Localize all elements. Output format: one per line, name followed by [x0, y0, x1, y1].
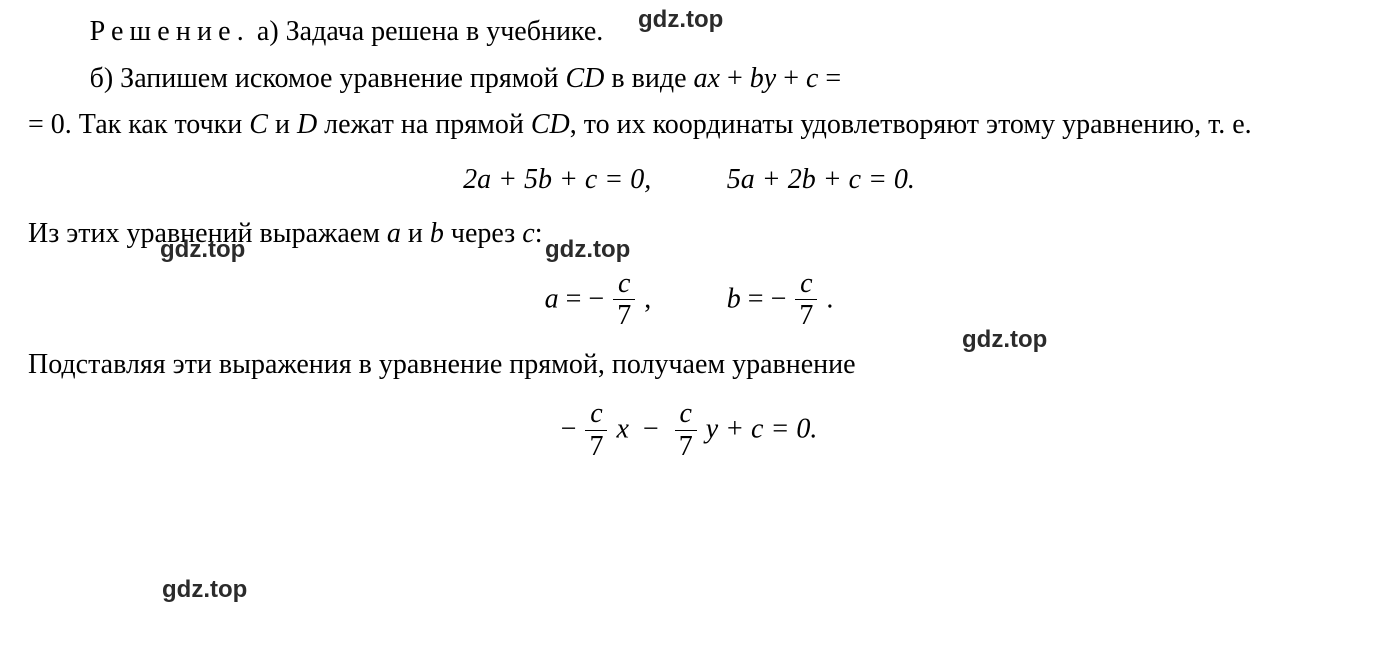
eq2-b-lhs: b	[727, 284, 741, 315]
fraction-denominator: 7	[613, 300, 635, 330]
text: = 0. Так как точки	[28, 109, 249, 140]
text: +	[720, 63, 750, 94]
minus-sign: −	[771, 284, 787, 315]
fraction-denominator: 7	[585, 431, 607, 461]
var-C: C	[249, 109, 268, 140]
page: Решение. а) Задача решена в учебнике. б)…	[0, 0, 1378, 487]
text: :	[535, 218, 543, 249]
text: Подставляя эти выражения в уравнение пря…	[28, 349, 856, 380]
paragraph-solution: Решение. а) Задача решена в учебнике.	[28, 12, 1350, 53]
paragraph-b: б) Запишем искомое уравнение прямой CD в…	[28, 59, 1350, 100]
text: и	[401, 218, 430, 249]
text: через	[444, 218, 522, 249]
fraction-c-over-7: c 7	[585, 399, 607, 461]
watermark: gdz.top	[162, 576, 247, 604]
text: в виде	[604, 63, 693, 94]
text: Из этих уравнений выражаем	[28, 218, 387, 249]
eq-equals: =	[566, 284, 589, 315]
eq2-a-lhs: a	[545, 284, 559, 315]
var-D: D	[297, 109, 317, 140]
minus-sign: −	[636, 414, 666, 445]
comma: ,	[644, 284, 651, 315]
var-by: by	[750, 63, 776, 94]
fraction-denominator: 7	[795, 300, 817, 330]
fraction-c-over-7: c 7	[675, 399, 697, 461]
text: , то их координаты удовлетворяют этому у…	[570, 109, 1252, 140]
equation-system-1: 2a + 5b + c = 0, 5a + 2b + c = 0.	[28, 160, 1350, 201]
fraction-denominator: 7	[675, 431, 697, 461]
paragraph-express: Из этих уравнений выражаем a и b через c…	[28, 214, 1350, 255]
solution-rest: а) Задача решена в учебнике.	[250, 16, 603, 47]
equation-ab: a = − c 7 , b = − c 7 .	[28, 269, 1350, 331]
eq-equals: =	[748, 284, 771, 315]
text: и	[268, 109, 297, 140]
fraction-c-over-7: c 7	[795, 269, 817, 331]
fraction-numerator: c	[585, 399, 607, 430]
equation-final: − c 7 x − c 7 y + c = 0.	[28, 399, 1350, 461]
var-x: x	[616, 414, 628, 445]
text: =	[818, 63, 841, 94]
solution-label: Решение.	[90, 16, 250, 47]
plus-c-eq-0: + c = 0.	[725, 414, 817, 445]
fraction-numerator: c	[613, 269, 635, 300]
text: +	[776, 63, 806, 94]
var-CD: CD	[531, 109, 570, 140]
var-c: c	[806, 63, 818, 94]
paragraph-substitute: Подставляя эти выражения в уравнение пря…	[28, 345, 1350, 386]
eq1-left: 2a + 5b + c = 0,	[463, 164, 651, 195]
paragraph-b-cont: = 0. Так как точки C и D лежат на прямой…	[28, 105, 1350, 146]
var-c: c	[522, 218, 534, 249]
var-a: a	[387, 218, 401, 249]
fraction-c-over-7: c 7	[613, 269, 635, 331]
var-b: b	[430, 218, 444, 249]
period: .	[826, 284, 833, 315]
var-CD: CD	[566, 63, 605, 94]
var-y: y	[706, 414, 718, 445]
minus-sign: −	[561, 414, 577, 445]
text: б) Запишем искомое уравнение прямой	[90, 63, 566, 94]
minus-sign: −	[588, 284, 604, 315]
fraction-numerator: c	[675, 399, 697, 430]
eq1-right: 5a + 2b + c = 0.	[727, 164, 915, 195]
var-ax: ax	[694, 63, 720, 94]
text: лежат на прямой	[317, 109, 531, 140]
fraction-numerator: c	[795, 269, 817, 300]
